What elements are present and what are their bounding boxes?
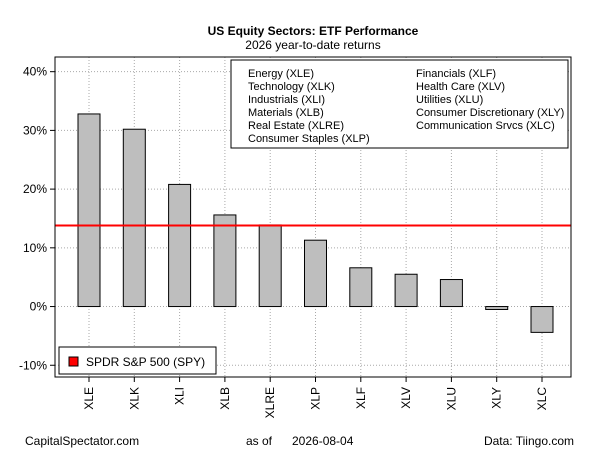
spy-legend-swatch bbox=[68, 356, 79, 367]
sector-legend-entry: Communication Srvcs (XLC) bbox=[416, 120, 555, 132]
chart-title: US Equity Sectors: ETF Performance bbox=[208, 24, 419, 38]
spy-legend: SPDR S&P 500 (SPY) bbox=[58, 346, 217, 375]
footer-date: 2026-08-04 bbox=[292, 434, 354, 448]
y-tick-label: 30% bbox=[23, 123, 47, 137]
bar-xle bbox=[77, 113, 101, 308]
sector-legend-entry: Utilities (XLU) bbox=[416, 94, 483, 106]
y-tick-label: 40% bbox=[23, 65, 47, 79]
sector-legend-entry: Health Care (XLV) bbox=[416, 81, 505, 93]
sector-legend-entry: Consumer Staples (XLP) bbox=[248, 133, 370, 145]
y-tick-label: 10% bbox=[23, 241, 47, 255]
bar-xlv bbox=[394, 273, 418, 308]
y-tick-label: 0% bbox=[30, 300, 48, 314]
x-tick-label: XLY bbox=[490, 387, 504, 409]
sector-legend-entry: Technology (XLK) bbox=[248, 81, 335, 93]
bar-xlp bbox=[304, 239, 327, 308]
x-tick-label: XLI bbox=[173, 387, 187, 405]
y-tick-label: 20% bbox=[23, 182, 47, 196]
bar-xlc bbox=[530, 306, 554, 333]
x-tick-label: XLV bbox=[399, 387, 413, 409]
plot-frame bbox=[54, 56, 572, 378]
x-tick-label: XLC bbox=[535, 387, 549, 411]
spy-legend-label: SPDR S&P 500 (SPY) bbox=[86, 355, 205, 369]
x-axis: XLE XLK XLI XLB XLRE XLP XLF XLV XLU XLY XLC bbox=[82, 377, 549, 418]
spy-legend-box bbox=[58, 346, 217, 375]
x-tick-label: XLK bbox=[127, 387, 141, 410]
bar-xlre bbox=[258, 224, 282, 308]
x-tick-label: XLF bbox=[354, 387, 368, 409]
y-tick-label: -10% bbox=[19, 358, 47, 372]
x-tick-label: XLP bbox=[309, 387, 323, 410]
bar-xlb bbox=[213, 214, 237, 308]
sector-legend: Energy (XLE)Technology (XLK)Industrials … bbox=[230, 59, 569, 149]
x-tick-label: XLRE bbox=[263, 387, 277, 418]
sector-legend-col1: Energy (XLE)Technology (XLK)Industrials … bbox=[248, 68, 370, 145]
sector-legend-col2: Financials (XLF)Health Care (XLV)Utiliti… bbox=[416, 68, 564, 132]
bar-xly bbox=[485, 306, 509, 310]
chart-subtitle: 2026 year-to-date returns bbox=[245, 38, 380, 52]
bar-xlk bbox=[122, 128, 146, 308]
x-tick-label: XLB bbox=[218, 387, 232, 410]
footer-source-site: CapitalSpectator.com bbox=[25, 434, 139, 448]
sector-legend-entry: Financials (XLF) bbox=[416, 68, 496, 80]
sector-legend-entry: Consumer Discretionary (XLY) bbox=[416, 107, 564, 119]
sector-legend-entry: Energy (XLE) bbox=[248, 68, 314, 80]
bar-xlf bbox=[349, 267, 373, 308]
bars bbox=[77, 113, 554, 333]
y-axis: -10% 0% 10% 20% 30% 40% bbox=[19, 65, 55, 372]
sector-legend-box bbox=[230, 59, 569, 149]
footer-data-source: Data: Tiingo.com bbox=[484, 434, 574, 448]
bar-xlu bbox=[439, 279, 463, 308]
sector-legend-entry: Real Estate (XLRE) bbox=[248, 120, 344, 132]
sector-legend-entry: Materials (XLB) bbox=[248, 107, 324, 119]
x-tick-label: XLE bbox=[82, 387, 96, 410]
sector-legend-entry: Industrials (XLI) bbox=[248, 94, 325, 106]
footer-as-of-label: as of bbox=[246, 434, 273, 448]
x-tick-label: XLU bbox=[444, 387, 458, 410]
bar-xli bbox=[168, 183, 192, 308]
